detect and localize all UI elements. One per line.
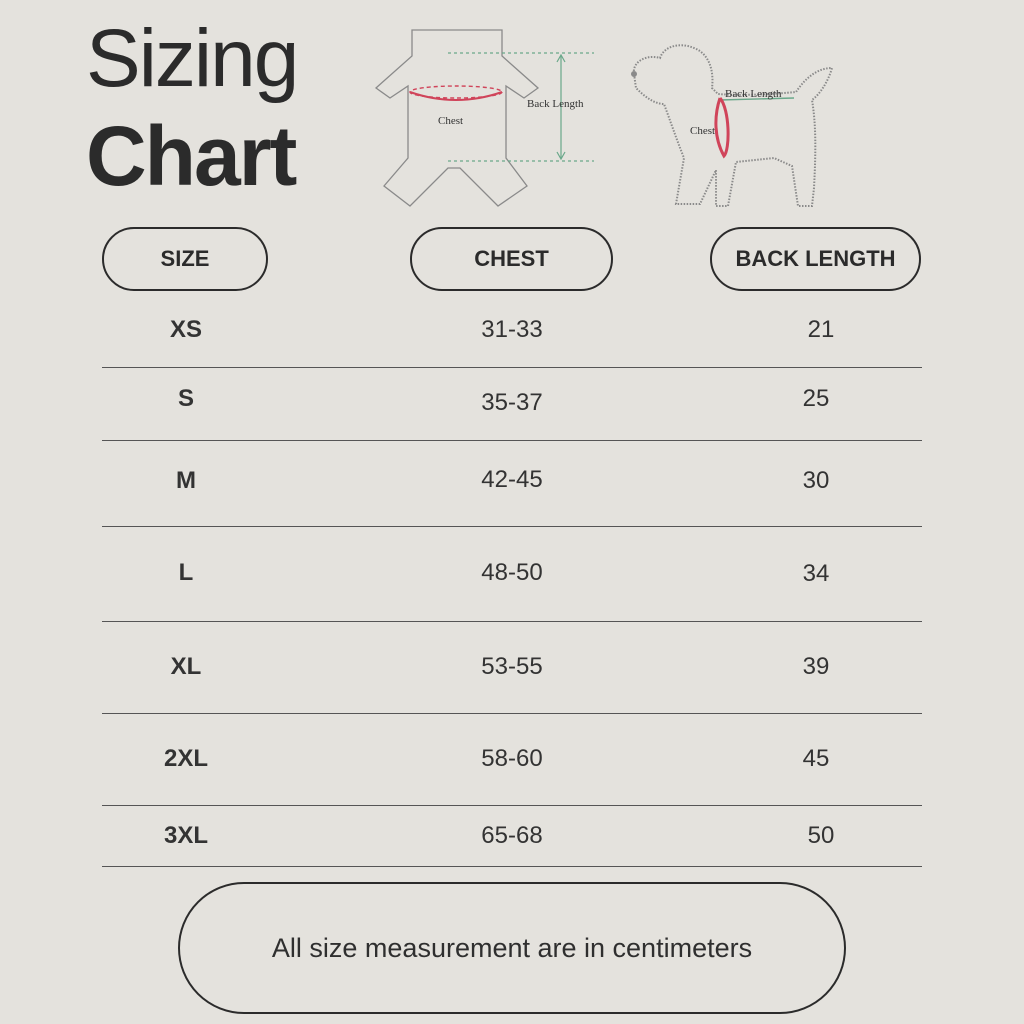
back-length-cell: 39 xyxy=(802,653,830,680)
row-divider xyxy=(102,526,922,527)
chest-cell: 42-45 xyxy=(481,466,543,493)
chest-cell: 65-68 xyxy=(481,822,543,849)
title-line-2: Chart xyxy=(86,109,297,203)
units-note: All size measurement are in centimeters xyxy=(178,882,846,1014)
back-length-cell: 30 xyxy=(802,467,830,494)
dog-back-length-label: Back Length xyxy=(725,88,782,100)
size-cell: M xyxy=(176,467,196,494)
chest-cell: 35-37 xyxy=(481,389,543,416)
row-divider xyxy=(102,866,922,867)
back-length-cell: 34 xyxy=(802,560,830,587)
row-divider xyxy=(102,805,922,806)
header-back-length: BACK LENGTH xyxy=(710,227,921,291)
chest-cell: 48-50 xyxy=(481,559,543,586)
dog-chest-label: Chest xyxy=(690,125,715,137)
size-cell: 3XL xyxy=(163,822,209,849)
shirt-chest-label: Chest xyxy=(438,115,463,127)
header-chest: CHEST xyxy=(410,227,613,291)
chest-cell: 58-60 xyxy=(481,745,543,772)
size-cell: S xyxy=(177,385,195,412)
shirt-measurement-illustration: Chest Back Length xyxy=(374,29,594,207)
header-size: SIZE xyxy=(102,227,268,291)
chest-cell: 53-55 xyxy=(481,653,543,680)
back-length-cell: 25 xyxy=(802,385,830,412)
row-divider xyxy=(102,440,922,441)
back-length-cell: 50 xyxy=(807,822,835,849)
size-cell: XL xyxy=(170,653,202,680)
size-cell: XS xyxy=(169,316,203,343)
dog-measurement-illustration: Back Length Chest xyxy=(631,44,834,207)
row-divider xyxy=(102,621,922,622)
row-divider xyxy=(102,713,922,714)
shirt-back-length-label: Back Length xyxy=(527,98,584,110)
back-length-cell: 45 xyxy=(802,745,830,772)
size-cell: 2XL xyxy=(163,745,209,772)
size-cell: L xyxy=(178,559,194,586)
back-length-cell: 21 xyxy=(807,316,835,343)
row-divider xyxy=(102,367,922,368)
chest-cell: 31-33 xyxy=(481,316,543,343)
title-line-1: Sizing xyxy=(86,13,299,104)
